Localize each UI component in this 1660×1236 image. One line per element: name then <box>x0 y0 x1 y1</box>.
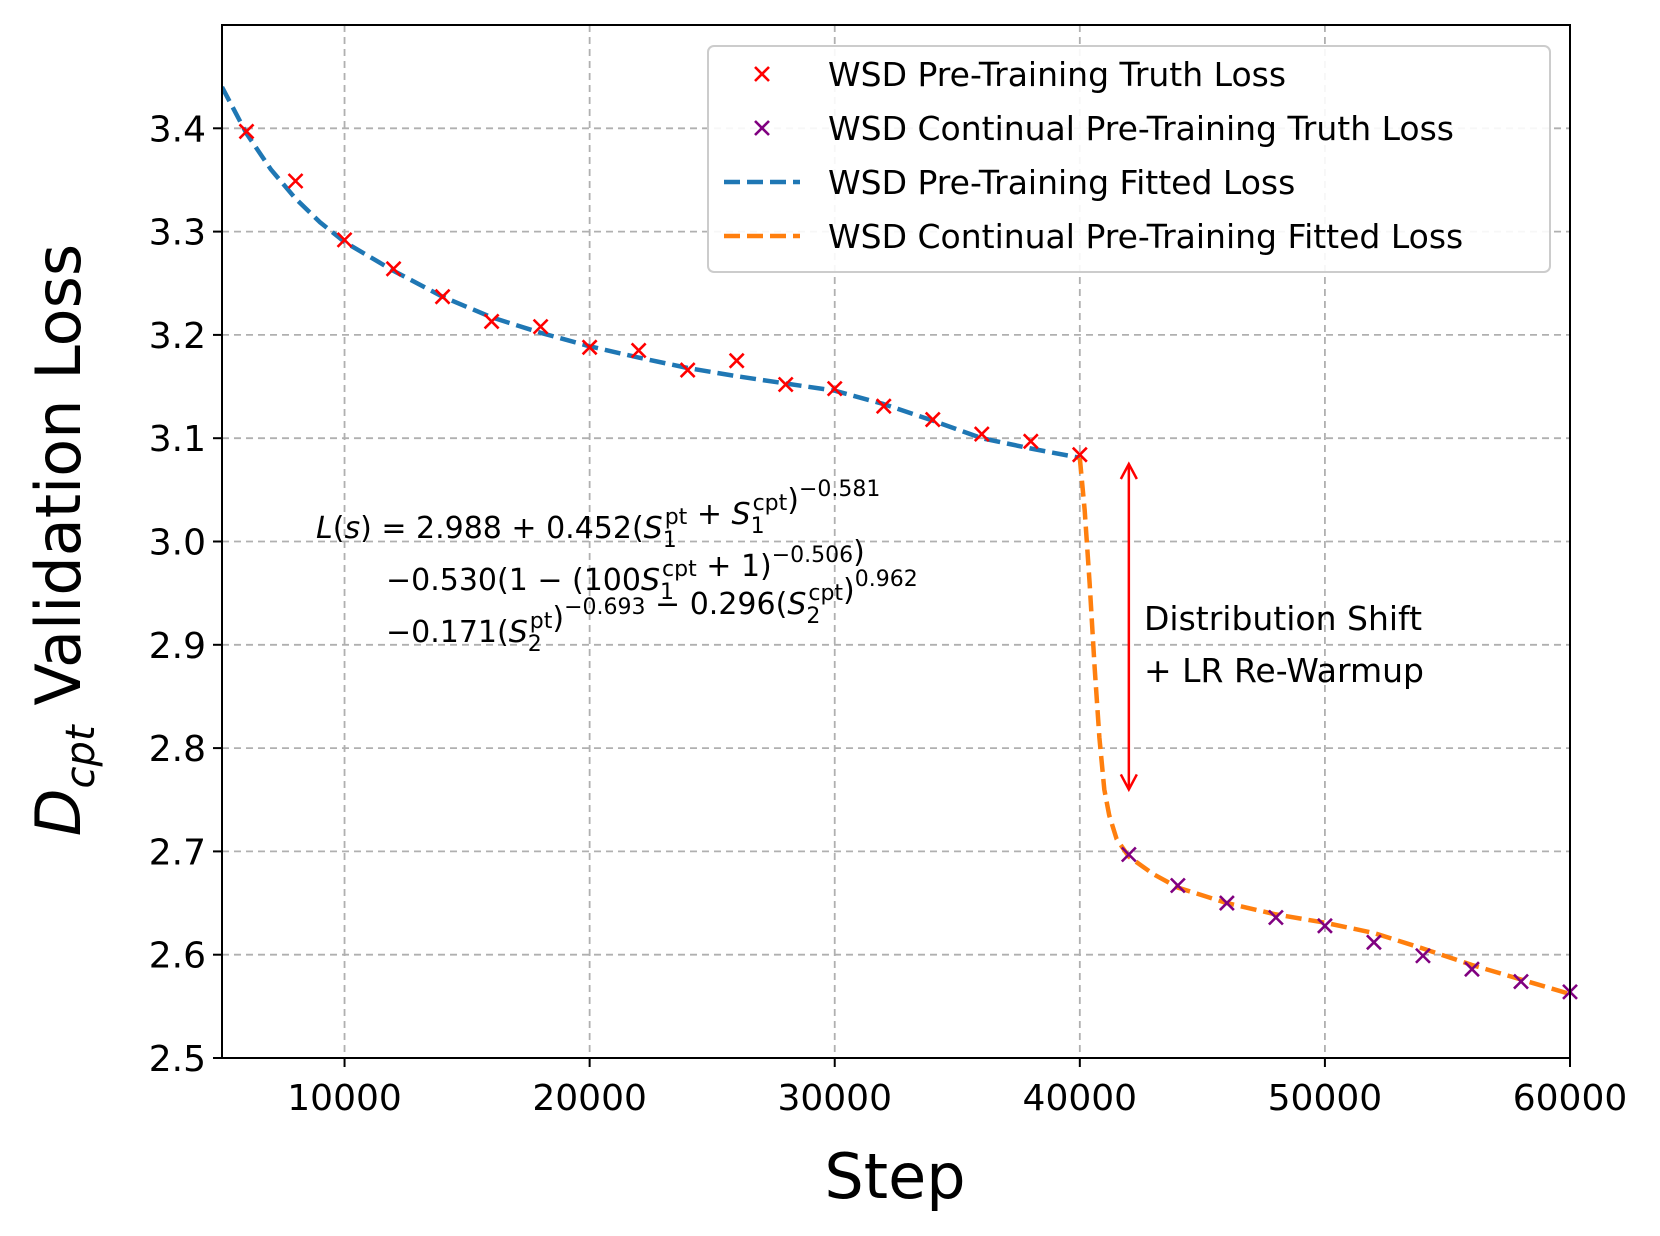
y-tick-label: 2.9 <box>149 626 206 667</box>
truth-point-wsd-pre-training-truth-loss <box>581 339 598 356</box>
marker-stroke <box>777 376 794 393</box>
marker-stroke <box>1120 846 1137 863</box>
marker-stroke <box>1464 961 1480 978</box>
truth-point-wsd-pre-training-truth-loss <box>385 260 402 277</box>
truth-point-wsd-continual-pre-training-truth-loss <box>1415 947 1431 964</box>
marker-stroke <box>434 288 451 305</box>
truth-markers <box>238 123 1578 1000</box>
y-axis-title-main: D <box>22 788 95 836</box>
truth-point-wsd-pre-training-truth-loss <box>728 352 745 369</box>
legend-item: WSD Continual Pre-Training Fitted Loss <box>724 217 1463 256</box>
truth-point-wsd-pre-training-truth-loss <box>1071 446 1088 463</box>
truth-point-wsd-continual-pre-training-truth-loss <box>1513 973 1529 990</box>
marker-stroke <box>532 318 549 335</box>
legend-item: WSD Continual Pre-Training Truth Loss <box>754 109 1454 148</box>
x-tick-label: 50000 <box>1268 1078 1383 1119</box>
truth-point-wsd-continual-pre-training-truth-loss <box>1464 961 1480 978</box>
marker-stroke <box>875 398 892 415</box>
marker-stroke <box>581 339 598 356</box>
truth-point-wsd-continual-pre-training-truth-loss <box>1316 917 1333 934</box>
marker-stroke <box>1267 909 1284 926</box>
marker-stroke <box>1366 934 1382 951</box>
y-tick-label: 2.8 <box>149 729 206 770</box>
legend: WSD Pre-Training Truth Loss WSD Continual… <box>707 45 1551 273</box>
truth-point-wsd-continual-pre-training-truth-loss <box>1366 934 1382 951</box>
marker-stroke <box>287 173 304 189</box>
truth-point-wsd-pre-training-truth-loss <box>1022 433 1039 450</box>
marker-stroke <box>728 352 745 369</box>
y-tick-label: 3.1 <box>149 419 206 460</box>
marker-stroke <box>238 123 255 140</box>
marker-stroke <box>826 380 843 397</box>
truth-point-wsd-pre-training-truth-loss <box>336 231 353 248</box>
y-axis-title-subscript: cpt <box>58 724 104 788</box>
y-tick-label: 3.2 <box>149 316 206 357</box>
legend-label: WSD Continual Pre-Training Fitted Loss <box>828 217 1463 256</box>
arrow-head-bottom <box>1119 773 1138 793</box>
x-tick-label: 40000 <box>1023 1078 1138 1119</box>
annotation-label-line2: + LR Re-Warmup <box>1144 651 1424 690</box>
truth-point-wsd-continual-pre-training-truth-loss <box>1169 877 1186 894</box>
y-axis-title-rest: Validation Loss <box>22 244 95 726</box>
truth-point-wsd-pre-training-truth-loss <box>434 288 451 305</box>
truth-point-wsd-pre-training-truth-loss <box>973 426 990 442</box>
marker-stroke <box>924 411 941 428</box>
legend-box <box>707 45 1551 273</box>
legend-marker <box>754 120 770 136</box>
truth-point-wsd-pre-training-truth-loss <box>875 398 892 415</box>
truth-point-wsd-pre-training-truth-loss <box>679 362 696 378</box>
y-tick-label: 3.3 <box>149 213 206 254</box>
truth-point-wsd-pre-training-truth-loss <box>238 123 255 140</box>
annotation-label-line1: Distribution Shift <box>1144 599 1422 638</box>
truth-point-wsd-continual-pre-training-truth-loss <box>1267 909 1284 926</box>
legend-marker <box>754 66 770 82</box>
y-tick-label: 3.0 <box>149 523 206 564</box>
distribution-shift-annotation: Distribution Shift + LR Re-Warmup <box>1119 461 1424 793</box>
truth-point-wsd-pre-training-truth-loss <box>826 380 843 397</box>
truth-point-wsd-pre-training-truth-loss <box>630 342 647 359</box>
marker-stroke <box>336 231 353 248</box>
y-tick-label: 2.6 <box>149 936 206 977</box>
marker-stroke <box>1071 446 1088 463</box>
marker-stroke <box>973 426 990 442</box>
marker-stroke <box>483 313 500 330</box>
legend-label: WSD Continual Pre-Training Truth Loss <box>828 109 1454 148</box>
x-tick-label: 10000 <box>287 1078 402 1119</box>
fitted-line-wsd-continual-pre-training-fitted-loss <box>1077 457 1570 997</box>
truth-point-wsd-continual-pre-training-truth-loss <box>1120 846 1137 863</box>
truth-point-wsd-pre-training-truth-loss <box>924 411 941 428</box>
marker-stroke <box>630 342 647 359</box>
x-axis-title: Step <box>824 1140 965 1213</box>
truth-point-wsd-pre-training-truth-loss <box>287 173 304 189</box>
x-tick-label: 30000 <box>777 1078 892 1119</box>
x-tick-label: 60000 <box>1513 1078 1628 1119</box>
legend-item: WSD Pre-Training Fitted Loss <box>724 163 1295 202</box>
marker-stroke <box>1022 433 1039 450</box>
truth-point-wsd-continual-pre-training-truth-loss <box>1218 895 1235 911</box>
marker-stroke <box>1218 895 1235 911</box>
y-axis-title: Dcpt Validation Loss <box>22 244 104 836</box>
legend-item: WSD Pre-Training Truth Loss <box>754 55 1286 94</box>
legend-label: WSD Pre-Training Truth Loss <box>828 55 1286 94</box>
arrow-head-top <box>1119 461 1138 480</box>
y-tick-label: 2.5 <box>149 1039 206 1080</box>
y-tick-label: 2.7 <box>149 832 206 873</box>
truth-point-wsd-pre-training-truth-loss <box>532 318 549 335</box>
marker-stroke <box>1513 973 1529 990</box>
x-tick-label: 20000 <box>532 1078 647 1119</box>
truth-point-wsd-pre-training-truth-loss <box>777 376 794 393</box>
marker-stroke <box>385 260 402 277</box>
legend-label: WSD Pre-Training Fitted Loss <box>828 163 1295 202</box>
y-tick-label: 3.4 <box>149 109 206 150</box>
truth-point-wsd-pre-training-truth-loss <box>483 313 500 330</box>
marker-stroke <box>754 66 770 82</box>
marker-stroke <box>754 120 770 136</box>
marker-stroke <box>1415 947 1431 964</box>
marker-stroke <box>1169 877 1186 894</box>
marker-stroke <box>679 362 696 378</box>
marker-stroke <box>1316 917 1333 934</box>
axis-ticks: 10000 20000 30000 40000 50000 60000 2.5 2.6 2.7 2… <box>149 109 1628 1119</box>
